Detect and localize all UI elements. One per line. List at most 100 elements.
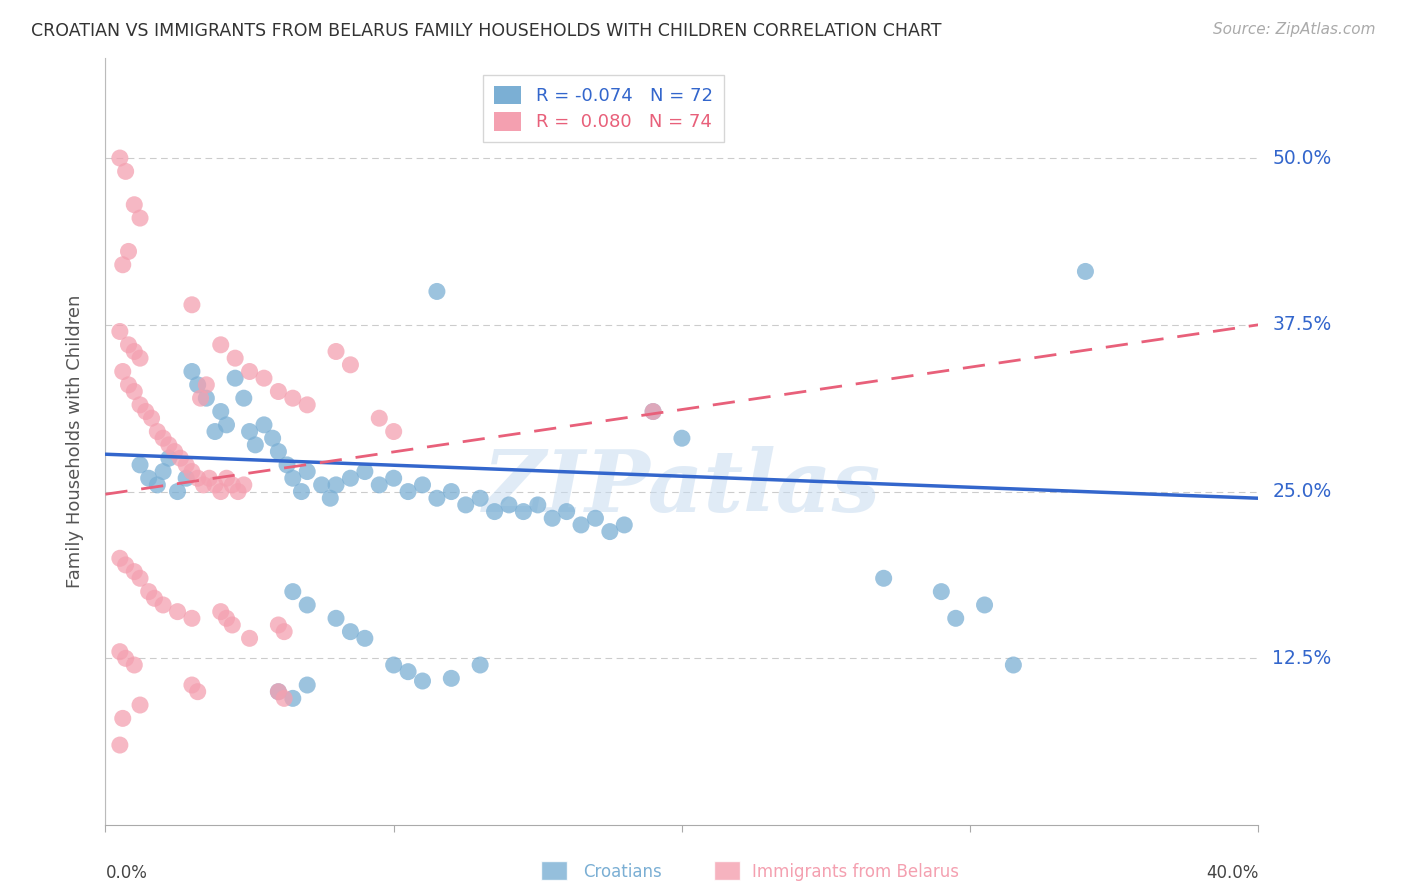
Point	[396, 665, 419, 679]
Point	[187, 684, 209, 698]
Point	[138, 471, 160, 485]
Point	[281, 391, 304, 405]
Point	[129, 458, 152, 472]
Point	[221, 618, 243, 632]
Text: 12.5%: 12.5%	[1272, 648, 1331, 668]
Point	[193, 478, 215, 492]
Point	[368, 411, 391, 425]
Point	[368, 478, 391, 492]
Point	[484, 505, 506, 519]
Point	[239, 632, 262, 646]
Point	[187, 471, 209, 485]
Point	[215, 417, 238, 432]
Point	[643, 404, 665, 418]
Point	[108, 645, 131, 659]
Point	[297, 598, 319, 612]
Point	[129, 351, 152, 366]
Point	[267, 684, 290, 698]
Point	[195, 377, 218, 392]
Point	[209, 338, 232, 352]
Point	[129, 698, 152, 712]
Point	[174, 458, 197, 472]
Text: 50.0%: 50.0%	[1272, 149, 1331, 168]
Point	[111, 364, 134, 378]
Point	[1002, 658, 1025, 673]
Point	[945, 611, 967, 625]
Point	[555, 505, 578, 519]
Point	[325, 478, 347, 492]
Point	[643, 404, 665, 418]
Point	[339, 624, 361, 639]
Point	[114, 558, 136, 572]
Point	[569, 517, 592, 532]
Text: 37.5%: 37.5%	[1272, 315, 1331, 334]
Point	[180, 298, 204, 312]
Point	[585, 511, 607, 525]
Point	[166, 484, 188, 499]
Point	[671, 431, 693, 445]
Point	[267, 618, 290, 632]
Point	[129, 398, 152, 412]
Point	[281, 471, 304, 485]
Point	[117, 338, 139, 352]
Point	[873, 571, 896, 585]
Point	[319, 491, 342, 506]
Point	[297, 678, 319, 692]
Point	[204, 425, 226, 439]
Point	[180, 611, 204, 625]
Point	[163, 444, 186, 458]
Point	[108, 551, 131, 566]
Point	[117, 377, 139, 392]
Point	[440, 671, 463, 685]
Point	[129, 211, 152, 225]
Point	[973, 598, 995, 612]
Legend: R = -0.074   N = 72, R =  0.080   N = 74: R = -0.074 N = 72, R = 0.080 N = 74	[484, 75, 724, 142]
Point	[325, 611, 347, 625]
Point	[204, 478, 226, 492]
Point	[146, 425, 169, 439]
Point	[111, 258, 134, 272]
Point	[454, 498, 477, 512]
Point	[129, 571, 152, 585]
Point	[169, 451, 191, 466]
Point	[190, 391, 212, 405]
Point	[290, 484, 312, 499]
Point	[281, 691, 304, 706]
Point	[209, 404, 232, 418]
Point	[108, 738, 131, 752]
Point	[512, 505, 534, 519]
Point	[470, 491, 492, 506]
Text: Immigrants from Belarus: Immigrants from Belarus	[752, 863, 959, 881]
Point	[157, 438, 180, 452]
Point	[174, 471, 197, 485]
Point	[253, 417, 276, 432]
Point	[267, 384, 290, 399]
Point	[108, 151, 131, 165]
Point	[426, 491, 449, 506]
Point	[613, 517, 636, 532]
Point	[124, 198, 146, 212]
Point	[108, 325, 131, 339]
Point	[138, 584, 160, 599]
Point	[273, 624, 295, 639]
Point	[262, 431, 284, 445]
Point	[146, 478, 169, 492]
Point	[239, 364, 262, 378]
Point	[124, 384, 146, 399]
Point	[440, 484, 463, 499]
Point	[339, 471, 361, 485]
Point	[426, 285, 449, 299]
Point	[166, 605, 188, 619]
Point	[114, 651, 136, 665]
Text: Croatians: Croatians	[583, 863, 662, 881]
Point	[239, 425, 262, 439]
Point	[396, 484, 419, 499]
Point	[273, 691, 295, 706]
Point	[354, 632, 377, 646]
Point	[931, 584, 953, 599]
Point	[232, 391, 254, 405]
Text: ZIPatlas: ZIPatlas	[482, 446, 882, 529]
Point	[195, 391, 218, 405]
Point	[527, 498, 550, 512]
Point	[226, 484, 249, 499]
